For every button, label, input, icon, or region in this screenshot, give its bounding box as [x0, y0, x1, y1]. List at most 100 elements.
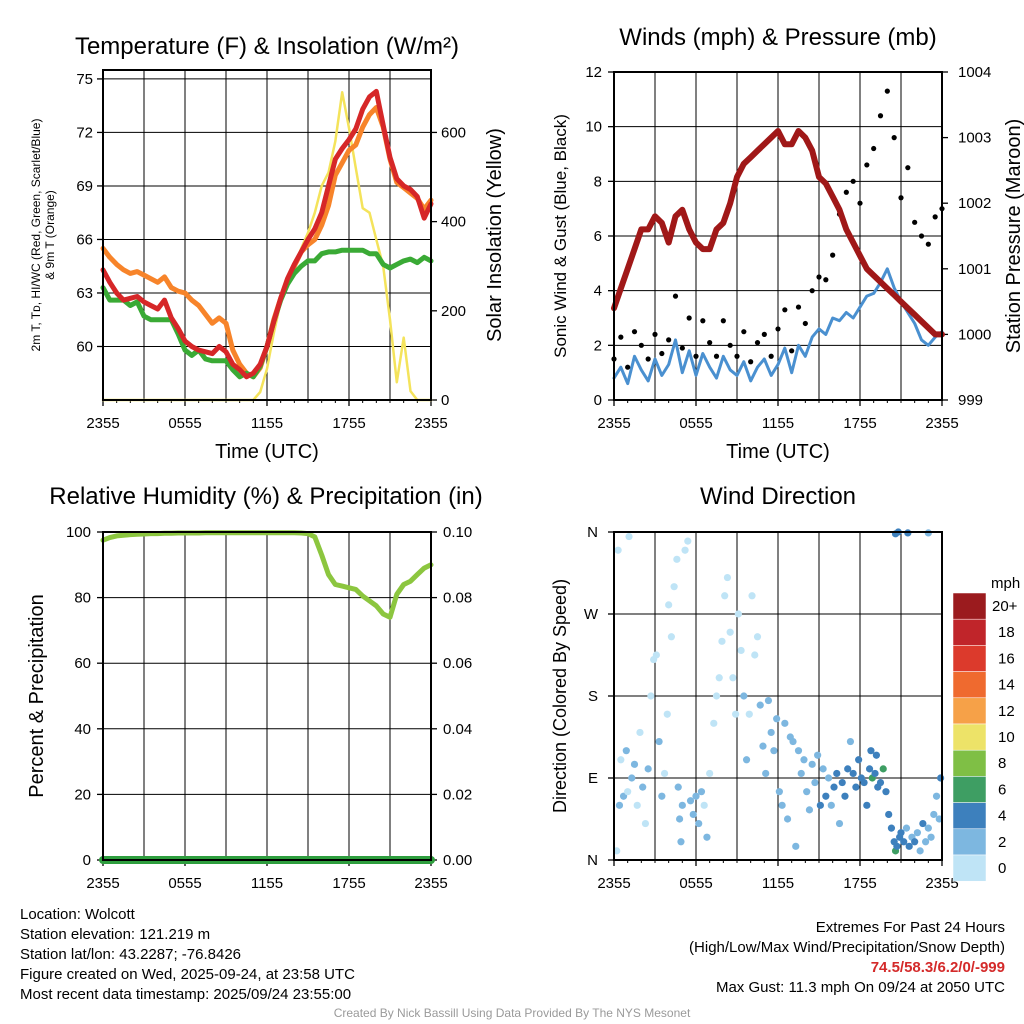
created-line: Figure created on Wed, 2025-09-24, at 23…: [20, 966, 355, 983]
colorbar-swatch: [952, 592, 987, 620]
dir-point: [797, 769, 805, 778]
dir-point: [885, 810, 893, 819]
wind-gust-point: [645, 356, 651, 362]
rh-y2tick-label: 0.04: [443, 721, 472, 738]
dir-point: [721, 592, 729, 600]
dir-ylabel: Direction (Colored By Speed): [550, 579, 570, 813]
wind-gust-point: [761, 331, 767, 337]
temp-y2tick-label: 0: [441, 392, 449, 409]
wind-series-sonic-wind: [612, 267, 944, 386]
wind-gust-point: [823, 277, 829, 283]
dir-point: [871, 769, 879, 778]
dir-point: [841, 792, 849, 800]
wind-xtick-label: 2355: [597, 415, 630, 432]
dir-point: [740, 692, 748, 700]
dir-point: [762, 769, 770, 778]
dir-point: [706, 769, 714, 778]
wind-gust-point: [912, 219, 918, 225]
dir-point: [937, 774, 945, 782]
dir-point: [660, 769, 669, 778]
rh-ytick-label: 0: [83, 852, 91, 869]
direction-panel: 2355 0555 1155 1755 2355 N E S W N Wind Direction D…: [550, 483, 1020, 892]
dir-point: [737, 646, 745, 655]
wind-gust-point: [789, 348, 795, 354]
dir-point: [667, 633, 676, 641]
rh-y2tick-label: 0.06: [443, 655, 472, 672]
dir-point: [636, 728, 644, 737]
colorbar-label: 8: [998, 755, 1006, 772]
wind-y2tick-label: 1004: [958, 64, 991, 81]
dir-point: [723, 573, 732, 582]
rh-xtick-label: 2355: [86, 875, 119, 892]
wind-gust-point: [727, 342, 733, 348]
wind-gust-point: [843, 189, 849, 195]
dir-point: [844, 765, 852, 773]
wind-y2tick-label: 1001: [958, 261, 991, 278]
dir-point: [805, 806, 814, 814]
dir-point: [644, 765, 652, 773]
rh-y2tick-label: 0.08: [443, 590, 472, 607]
colorbar-swatch: [952, 802, 987, 830]
dir-point: [748, 592, 756, 600]
colorbar-label: 12: [998, 703, 1015, 720]
latlon-line: Station lat/lon: 43.2287; -76.8426: [20, 946, 242, 963]
dir-point: [639, 783, 647, 791]
wind-xtick-label: 0555: [679, 415, 712, 432]
wind-frame: [613, 71, 943, 401]
extremes-values: 74.5/58.3/6.2/0/-999: [870, 959, 1005, 976]
colorbar-swatch: [952, 618, 987, 646]
dir-point: [872, 751, 881, 759]
dir-ytick-label: N: [587, 524, 598, 541]
wind-gust-point: [638, 342, 644, 348]
dir-point: [835, 819, 844, 828]
wind-gust-point: [618, 334, 624, 340]
wind-ylabel-right: Station Pressure (Maroon): [1003, 119, 1024, 354]
temp-ytick-label: 75: [76, 71, 93, 88]
dir-point: [753, 633, 762, 641]
dir-point: [712, 692, 721, 700]
colorbar-label: 18: [998, 624, 1015, 641]
dir-point: [882, 788, 890, 796]
dir-point: [811, 778, 819, 787]
colorbar-swatch: [952, 749, 987, 777]
wind-ytick-label: 8: [594, 173, 602, 190]
colorbar-label: 16: [998, 650, 1015, 667]
temp-series-2m-t: [100, 88, 434, 380]
wind-gust-point: [891, 135, 897, 141]
rh-xtick-label: 0555: [168, 875, 201, 892]
rh-ytick-label: 60: [74, 655, 91, 672]
dir-point: [800, 756, 808, 764]
wind-gust-point: [795, 304, 802, 310]
dir-point: [919, 819, 927, 828]
wind-gust-point: [741, 329, 747, 335]
wind-ytick-label: 12: [585, 64, 602, 81]
dir-point: [715, 674, 723, 682]
dir-point: [628, 774, 636, 782]
dir-point: [703, 833, 711, 841]
dir-point: [759, 742, 767, 750]
dir-ytick-label: W: [584, 606, 599, 623]
dir-point: [849, 769, 857, 778]
colorbar-label: 2: [998, 834, 1006, 851]
wind-y2tick-label: 1003: [958, 130, 991, 147]
wind-gust-point: [768, 353, 774, 359]
dir-point: [827, 801, 835, 809]
dir-point: [710, 719, 718, 727]
temp-y2tick-label: 200: [441, 303, 466, 320]
dir-point: [764, 696, 773, 705]
wind-gust-point: [850, 178, 856, 184]
dir-point: [658, 792, 666, 800]
dir-point: [860, 778, 868, 787]
dir-xtick-label: 1155: [762, 875, 794, 892]
dir-point: [681, 546, 689, 554]
wind-gust-point: [679, 345, 685, 351]
temp-xtick-label: 1755: [332, 415, 365, 432]
dir-point: [822, 792, 830, 800]
dir-point: [742, 756, 751, 764]
wind-gust-point: [707, 340, 713, 346]
dir-xtick-label: 2355: [597, 875, 630, 892]
wind-gust-point: [830, 252, 836, 258]
rh-ylabel: Percent & Precipitation: [26, 594, 48, 797]
dir-point: [697, 788, 706, 796]
rh-ytick-label: 100: [66, 524, 91, 541]
